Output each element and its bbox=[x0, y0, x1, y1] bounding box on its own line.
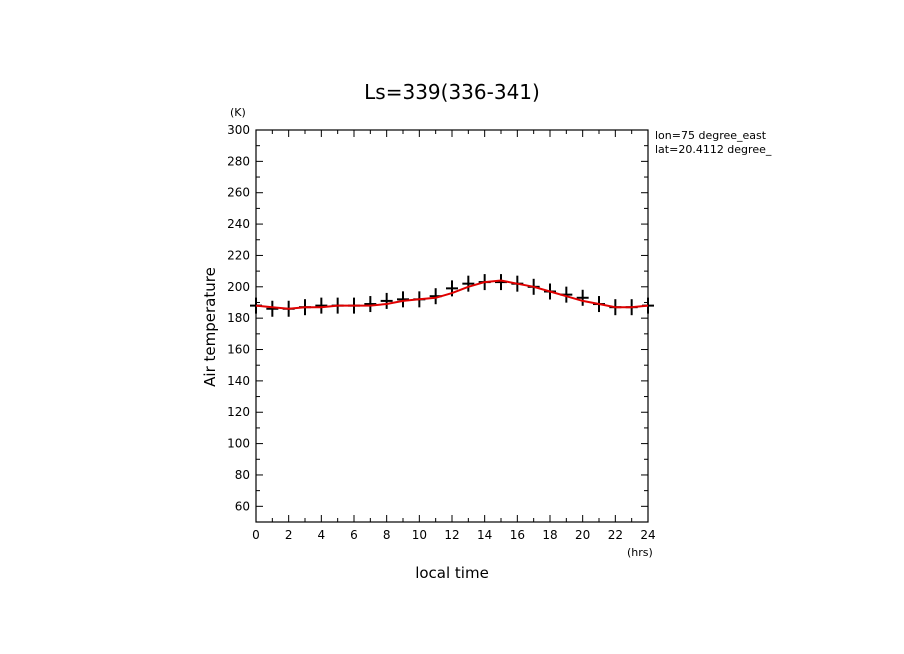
x-tick-label: 16 bbox=[510, 528, 525, 542]
x-tick-label: 22 bbox=[608, 528, 623, 542]
x-tick-label: 10 bbox=[412, 528, 427, 542]
y-tick-label: 120 bbox=[227, 405, 250, 419]
x-tick-label: 6 bbox=[350, 528, 358, 542]
x-tick-label: 14 bbox=[477, 528, 492, 542]
data-point bbox=[397, 291, 409, 308]
y-tick-label: 80 bbox=[235, 468, 250, 482]
data-point bbox=[266, 300, 279, 317]
series-layer bbox=[250, 274, 654, 317]
y-tick-labels: 60 80 100 120 140 160 180 200 220 240 260 280 300 bbox=[227, 123, 250, 513]
series-line bbox=[255, 279, 649, 310]
data-point bbox=[462, 275, 475, 292]
y-tick-label: 140 bbox=[227, 374, 250, 388]
y-axis-title: Air temperature bbox=[201, 267, 219, 387]
y-tick-label: 300 bbox=[227, 123, 250, 137]
y-tick-label: 240 bbox=[227, 217, 250, 231]
x-tick-label: 12 bbox=[444, 528, 459, 542]
x-tick-label: 8 bbox=[383, 528, 391, 542]
data-point bbox=[315, 297, 328, 314]
data-point bbox=[380, 292, 393, 309]
x-tick-label: 20 bbox=[575, 528, 590, 542]
y-tick-label: 160 bbox=[227, 343, 250, 357]
y-tick-label: 100 bbox=[227, 437, 250, 451]
plot-frame bbox=[255, 129, 649, 523]
x-tick-label: 4 bbox=[318, 528, 326, 542]
x-tick-labels: 0 2 4 6 8 10 12 14 16 18 20 22 24 bbox=[252, 528, 655, 542]
tick-marks bbox=[255, 129, 649, 523]
annotation-lon: lon=75 degree_east bbox=[655, 129, 767, 142]
x-tick-label: 18 bbox=[542, 528, 557, 542]
data-point bbox=[364, 296, 377, 313]
x-tick-label: 0 bbox=[252, 528, 260, 542]
chart-title: Ls=339(336-341) bbox=[364, 80, 540, 104]
y-tick-label: 180 bbox=[227, 311, 250, 325]
annotation-lat: lat=20.4112 degree_ bbox=[655, 143, 772, 156]
y-tick-label: 60 bbox=[235, 499, 250, 513]
y-tick-label: 200 bbox=[227, 280, 250, 294]
y-tick-label: 220 bbox=[227, 248, 250, 262]
data-point bbox=[576, 289, 589, 306]
x-tick-label: 2 bbox=[285, 528, 293, 542]
x-tick-label: 24 bbox=[640, 528, 655, 542]
y-tick-label: 260 bbox=[227, 186, 250, 200]
y-tick-label: 280 bbox=[227, 154, 250, 168]
x-unit-label: (hrs) bbox=[627, 546, 653, 559]
y-unit-label: (K) bbox=[230, 106, 246, 119]
x-axis-title: local time bbox=[415, 564, 489, 582]
